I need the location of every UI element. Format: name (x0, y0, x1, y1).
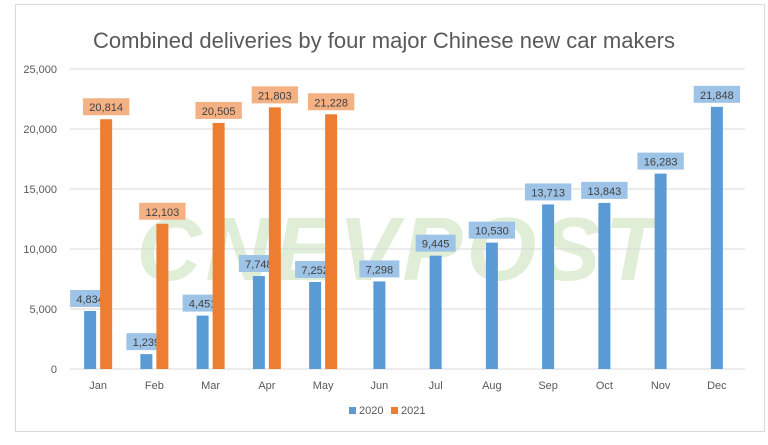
bar-2020-Oct (598, 202, 611, 369)
y-tick-label: 5,000 (29, 304, 57, 316)
y-tick-label: 25,000 (23, 64, 57, 76)
bar-2020-Nov (654, 173, 667, 369)
data-label: 21,803 (258, 90, 292, 102)
data-label: 7,298 (366, 264, 394, 276)
bar-2021-Mar (212, 122, 225, 369)
x-tick-label: Apr (258, 380, 275, 392)
data-label: 10,530 (475, 226, 509, 238)
x-tick-label: Dec (707, 380, 727, 392)
x-tick-label: Oct (596, 380, 613, 392)
data-label: 1,239 (133, 337, 161, 349)
data-label: 7,748 (245, 259, 273, 271)
data-label-bg (359, 260, 400, 278)
data-label: 4,451 (189, 299, 217, 311)
data-label-bg (524, 183, 572, 201)
data-label: 20,505 (202, 106, 236, 118)
bar-2020-Jan (84, 310, 97, 369)
data-label-bg (693, 85, 741, 103)
legend-label-2021: 2021 (401, 405, 425, 417)
data-label-bg (82, 98, 130, 116)
bar-2021-Apr (268, 107, 281, 369)
chart-title: Combined deliveries by four major Chines… (93, 28, 675, 53)
x-tick-label: Jun (371, 380, 389, 392)
data-label-bg (581, 181, 628, 199)
x-tick-label: Jan (89, 380, 107, 392)
bar-2020-Sep (542, 204, 555, 369)
x-tick-label: May (313, 380, 334, 392)
legend-swatch-2021 (391, 407, 398, 414)
data-label: 21,848 (700, 90, 734, 102)
bar-2020-Aug (485, 242, 498, 369)
x-tick-label: Jul (429, 380, 443, 392)
legend-swatch-2020 (349, 407, 356, 414)
legend-label-2020: 2020 (359, 405, 383, 417)
x-tick-label: Feb (145, 380, 164, 392)
data-label-bg (468, 221, 516, 239)
data-label: 7,252 (301, 265, 329, 277)
y-tick-label: 10,000 (23, 244, 57, 256)
bar-2020-Dec (710, 106, 723, 369)
data-label-bg (195, 101, 242, 119)
data-label-bg (251, 86, 299, 104)
data-label: 21,228 (314, 97, 348, 109)
y-tick-label: 20,000 (23, 124, 57, 136)
y-tick-label: 0 (51, 364, 57, 376)
data-label-bg (139, 202, 186, 220)
data-label: 4,834 (76, 294, 104, 306)
bar-2020-Jun (373, 281, 386, 369)
y-tick-label: 15,000 (23, 184, 57, 196)
x-tick-label: Sep (538, 380, 558, 392)
data-label: 13,843 (588, 186, 622, 198)
bar-2020-May (309, 281, 322, 369)
bar-2020-Mar (196, 315, 209, 369)
bar-2020-Feb (140, 354, 153, 369)
data-label: 20,814 (89, 102, 123, 114)
data-label: 13,713 (531, 187, 565, 199)
x-tick-label: Mar (201, 380, 220, 392)
data-label-bg (307, 93, 355, 111)
data-label-bg (637, 152, 684, 170)
bar-2021-Jan (100, 119, 113, 370)
data-label: 9,445 (422, 239, 450, 251)
bar-2020-Apr (252, 276, 265, 369)
bar-2021-May (325, 114, 338, 369)
data-label-bg (415, 234, 456, 252)
data-label: 16,283 (644, 157, 678, 169)
bar-2020-Jul (429, 255, 442, 369)
x-tick-label: Nov (651, 380, 671, 392)
bar-2021-Feb (156, 223, 169, 369)
data-label: 12,103 (146, 207, 180, 219)
x-tick-label: Aug (482, 380, 502, 392)
